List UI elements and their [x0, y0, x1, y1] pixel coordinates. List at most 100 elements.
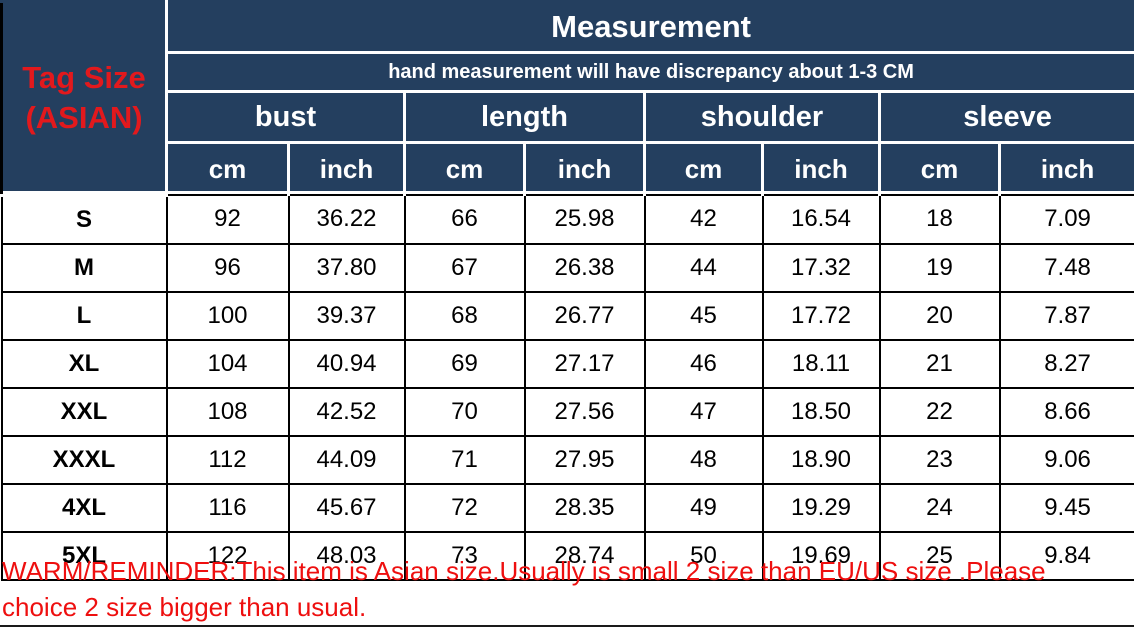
- value-cell: 23: [878, 434, 1001, 485]
- value-cell: 45: [643, 290, 764, 341]
- measurement-title: Measurement: [164, 0, 1134, 54]
- header-row-title: Tag Size (ASIAN) Measurement: [0, 0, 1134, 197]
- warning-line: WARM/REMINDER:This item is Asian size.Us…: [2, 556, 1046, 586]
- value-cell: 28.35: [523, 482, 646, 533]
- value-cell: 96: [165, 242, 290, 293]
- value-cell: 70: [403, 386, 526, 437]
- value-cell: 73: [403, 530, 526, 581]
- value-cell: 44.09: [287, 434, 406, 485]
- value-cell: 7.87: [998, 290, 1134, 341]
- value-cell: 8.27: [998, 338, 1134, 389]
- table-row: XXXL 112 44.09 71 27.95 48 18.90 23 9.06: [0, 434, 1134, 485]
- value-cell: 104: [165, 338, 290, 389]
- value-cell: 17.72: [761, 290, 881, 341]
- value-cell: 18.50: [761, 386, 881, 437]
- unit-header: cm: [403, 141, 526, 196]
- value-cell: 8.66: [998, 386, 1134, 437]
- warning-line: choice 2 size bigger than usual.: [2, 592, 367, 622]
- value-cell: 68: [403, 290, 526, 341]
- bottom-divider: [0, 625, 1134, 627]
- value-cell: 19.69: [761, 530, 881, 581]
- unit-header: inch: [997, 141, 1134, 196]
- value-cell: 69: [403, 338, 526, 389]
- header-row-units: cm inch cm inch cm inch cm inch: [2, 141, 1134, 196]
- value-cell: 26.38: [523, 242, 646, 293]
- value-cell: 44: [643, 242, 764, 293]
- value-cell: 21: [878, 338, 1001, 389]
- size-label-cell: XL: [0, 338, 168, 389]
- column-group-sleeve: sleeve: [877, 90, 1134, 144]
- table-row: 5XL 122 48.03 73 28.74 50 19.69 25 9.84: [0, 530, 1134, 581]
- column-group-length: length: [403, 90, 646, 144]
- warning-text: WARM/REMINDER:This item is Asian size.Us…: [2, 553, 1132, 625]
- value-cell: 9.84: [998, 530, 1134, 581]
- value-cell: 16.54: [761, 194, 881, 245]
- size-label-cell: 4XL: [0, 482, 168, 533]
- value-cell: 20: [878, 290, 1001, 341]
- value-cell: 18.90: [761, 434, 881, 485]
- size-label-cell: S: [0, 194, 168, 245]
- value-cell: 27.95: [523, 434, 646, 485]
- value-cell: 45.67: [287, 482, 406, 533]
- table-row: S 92 36.22 66 25.98 42 16.54 18 7.09: [0, 194, 1134, 245]
- value-cell: 42.52: [287, 386, 406, 437]
- value-cell: 72: [403, 482, 526, 533]
- table-row: XXL 108 42.52 70 27.56 47 18.50 22 8.66: [0, 386, 1134, 437]
- value-cell: 42: [643, 194, 764, 245]
- header-row-groups: bust length shoulder sleeve: [2, 90, 1134, 144]
- value-cell: 25: [878, 530, 1001, 581]
- column-group-bust: bust: [165, 90, 406, 144]
- tag-size-header: Tag Size (ASIAN): [0, 0, 168, 197]
- size-label-cell: M: [0, 242, 168, 293]
- value-cell: 49: [643, 482, 764, 533]
- value-cell: 28.74: [523, 530, 646, 581]
- value-cell: 24: [878, 482, 1001, 533]
- table-row: M 96 37.80 67 26.38 44 17.32 19 7.48: [0, 242, 1134, 293]
- value-cell: 27.17: [523, 338, 646, 389]
- table-row: L 100 39.37 68 26.77 45 17.72 20 7.87: [0, 290, 1134, 341]
- unit-header: inch: [287, 141, 406, 196]
- value-cell: 25.98: [523, 194, 646, 245]
- value-cell: 116: [165, 482, 290, 533]
- value-cell: 9.45: [998, 482, 1134, 533]
- size-label-cell: XXL: [0, 386, 168, 437]
- value-cell: 48.03: [287, 530, 406, 581]
- unit-header: cm: [165, 141, 290, 196]
- value-cell: 36.22: [287, 194, 406, 245]
- value-cell: 67: [403, 242, 526, 293]
- value-cell: 92: [165, 194, 290, 245]
- value-cell: 50: [643, 530, 764, 581]
- value-cell: 9.06: [998, 434, 1134, 485]
- value-cell: 122: [165, 530, 290, 581]
- tag-size-line1: Tag Size: [22, 60, 146, 96]
- value-cell: 27.56: [523, 386, 646, 437]
- value-cell: 7.09: [998, 194, 1134, 245]
- value-cell: 108: [165, 386, 290, 437]
- unit-header: cm: [643, 141, 764, 196]
- size-label-cell: XXXL: [0, 434, 168, 485]
- value-cell: 17.32: [761, 242, 881, 293]
- table-row: XL 104 40.94 69 27.17 46 18.11 21 8.27: [0, 338, 1134, 389]
- value-cell: 71: [403, 434, 526, 485]
- table-body: S 92 36.22 66 25.98 42 16.54 18 7.09 M 96 37.80 67 26…: [0, 194, 1134, 581]
- size-label-cell: 5XL: [0, 530, 168, 581]
- tag-size-line2: (ASIAN): [25, 100, 143, 136]
- table-row: 4XL 116 45.67 72 28.35 49 19.29 24 9.45: [0, 482, 1134, 533]
- unit-header: inch: [761, 141, 881, 196]
- column-group-shoulder: shoulder: [643, 90, 881, 144]
- value-cell: 37.80: [287, 242, 406, 293]
- value-cell: 18: [878, 194, 1001, 245]
- value-cell: 19: [878, 242, 1001, 293]
- value-cell: 112: [165, 434, 290, 485]
- table-header: Tag Size (ASIAN) Measurement hand measur…: [0, 0, 1134, 197]
- unit-header: inch: [523, 141, 646, 196]
- value-cell: 7.48: [998, 242, 1134, 293]
- value-cell: 66: [403, 194, 526, 245]
- value-cell: 39.37: [287, 290, 406, 341]
- value-cell: 40.94: [287, 338, 406, 389]
- size-label-cell: L: [0, 290, 168, 341]
- unit-header: cm: [878, 141, 1001, 196]
- value-cell: 18.11: [761, 338, 881, 389]
- header-row-subtitle: hand measurement will have discrepancy a…: [2, 51, 1134, 93]
